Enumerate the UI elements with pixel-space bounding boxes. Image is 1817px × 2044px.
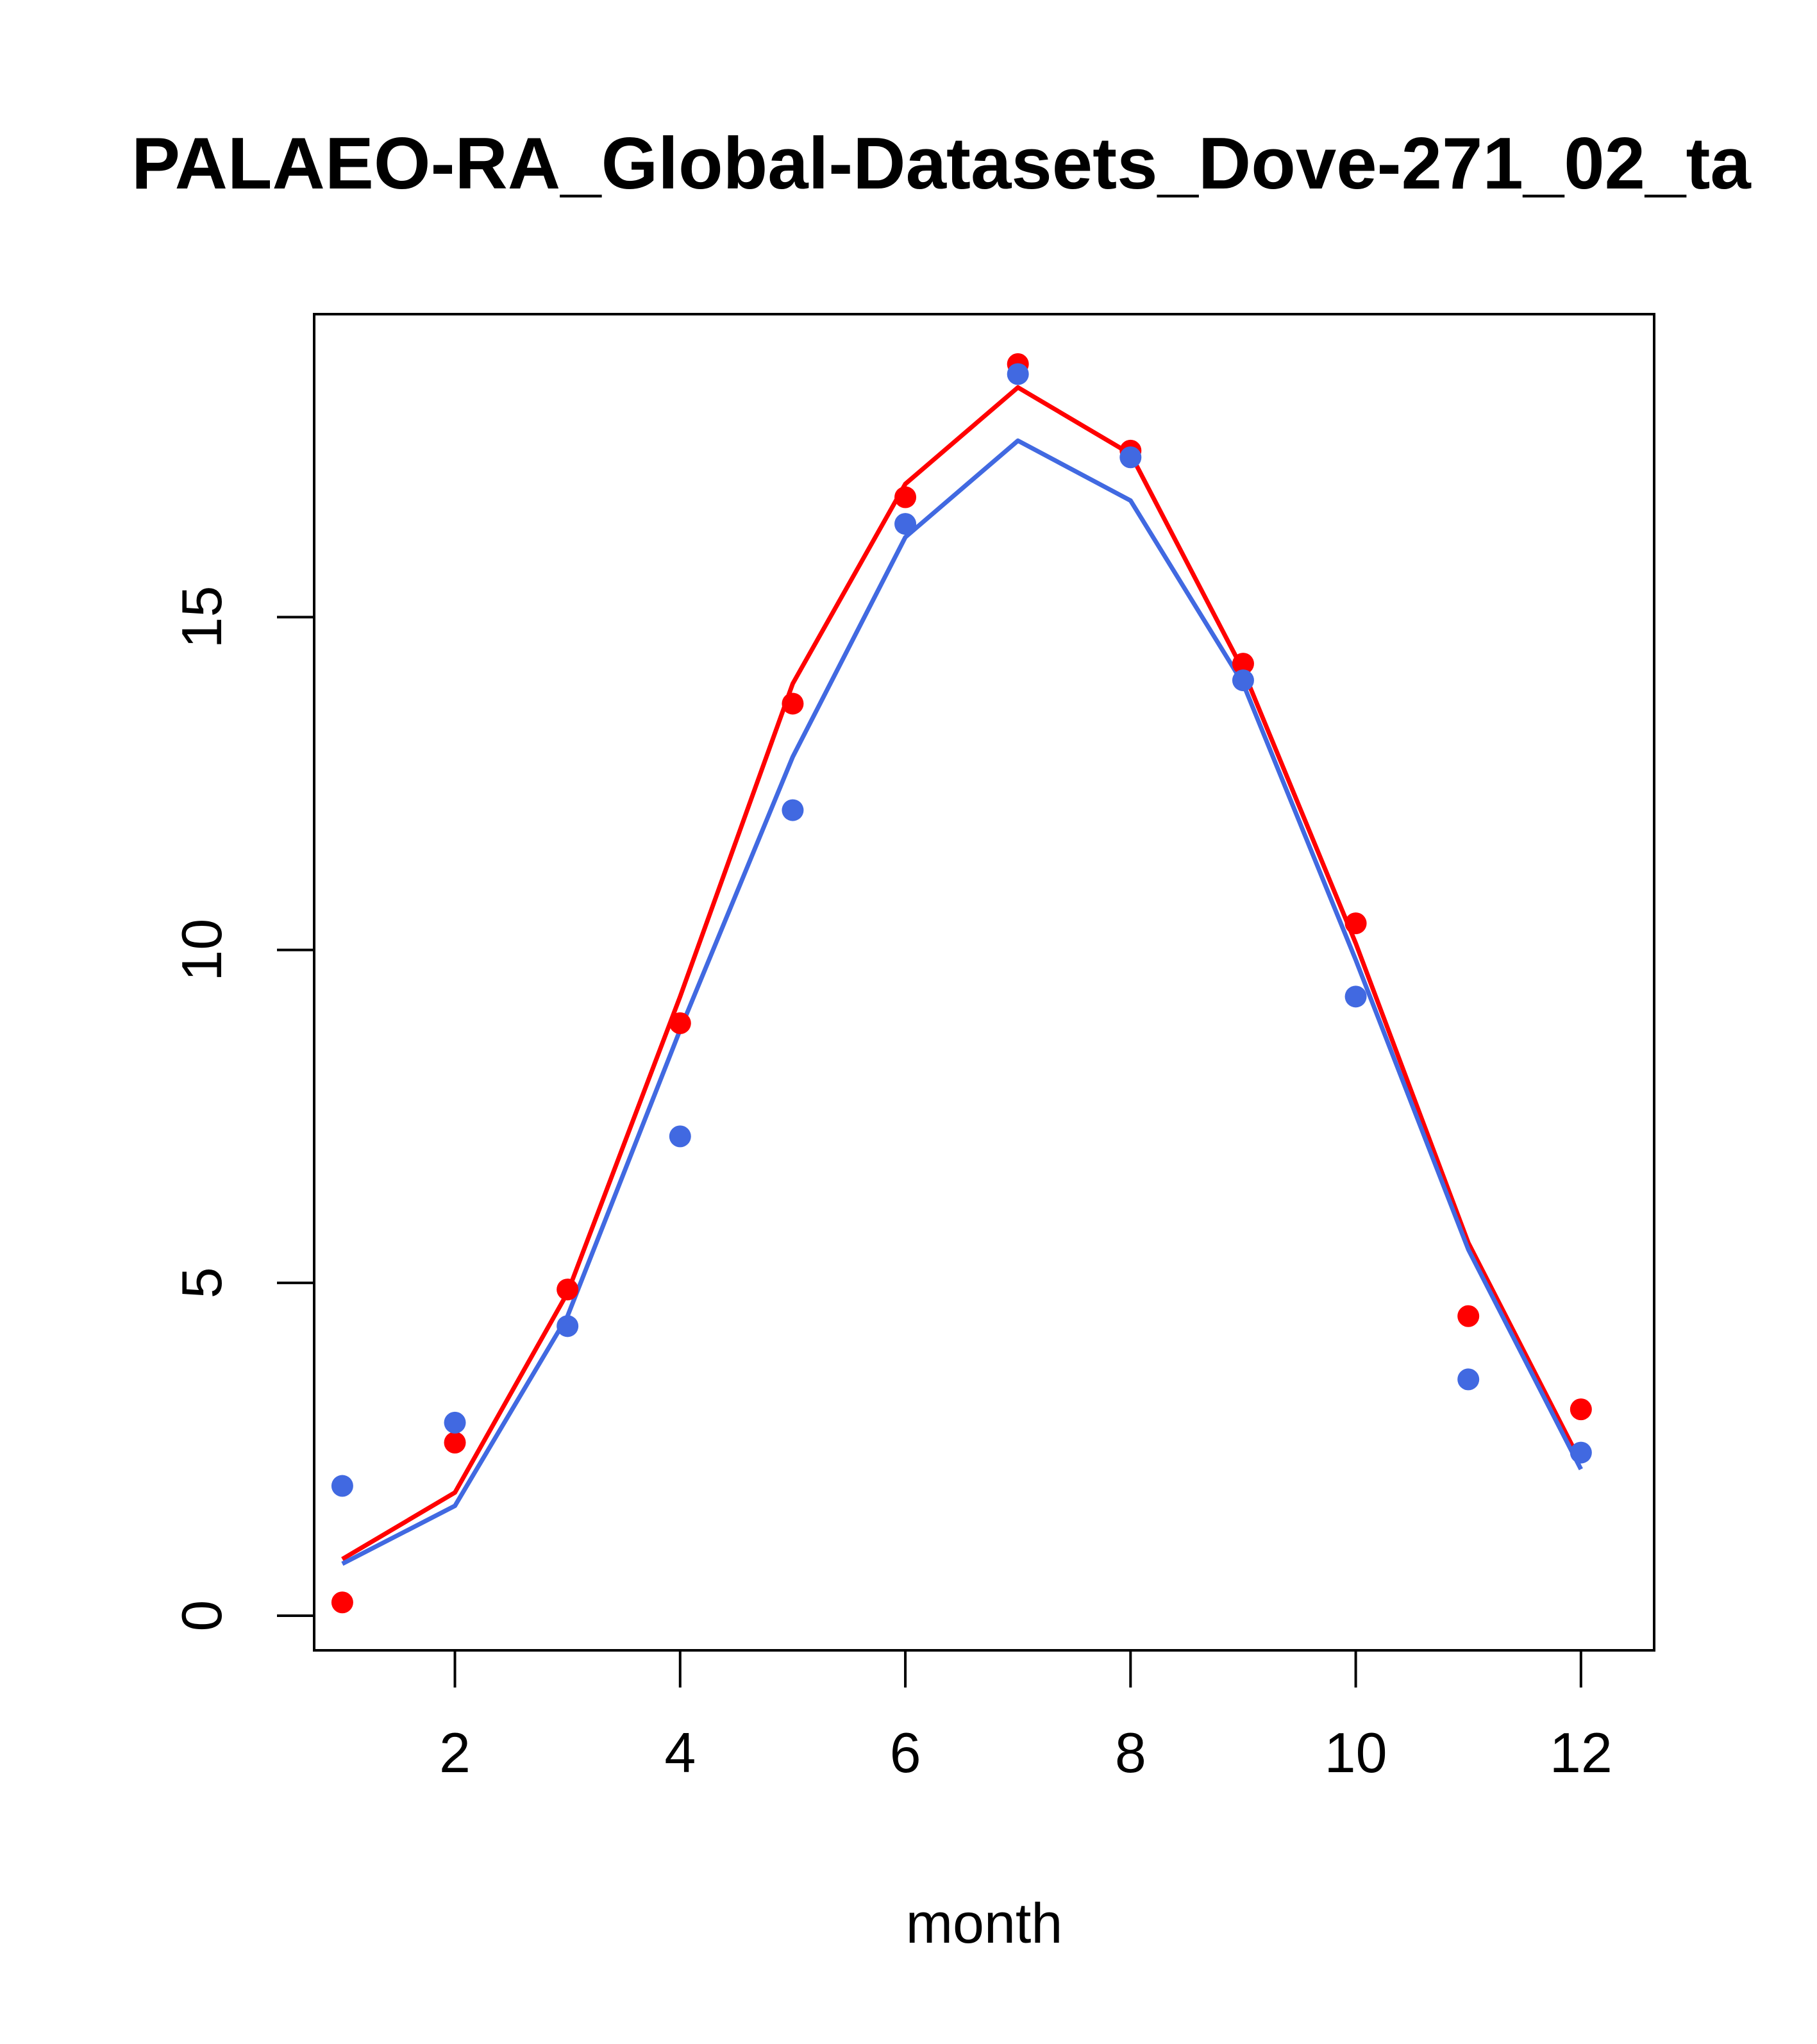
series-1-point — [1344, 912, 1367, 935]
x-tick-label: 8 — [1115, 1721, 1146, 1784]
series-1-line — [341, 385, 1583, 1561]
y-axis: 0 5 10 15 — [170, 586, 315, 1632]
series-1-point — [1457, 1305, 1480, 1327]
series-1-point — [1570, 1398, 1592, 1421]
y-tick-label: 10 — [170, 919, 233, 982]
series-2-point — [1570, 1441, 1592, 1464]
x-tick-label: 2 — [439, 1721, 471, 1784]
x-tick-label: 10 — [1325, 1721, 1387, 1784]
y-tick-label: 0 — [170, 1600, 233, 1632]
series-1-point — [557, 1278, 579, 1301]
series-1-point — [894, 486, 917, 508]
series-1-point — [782, 692, 804, 715]
series-2-point — [331, 1475, 353, 1497]
series-2-line — [341, 438, 1583, 1566]
series-2-point — [557, 1315, 579, 1337]
series-2-point — [894, 513, 917, 535]
x-axis: 2 4 6 8 10 12 — [439, 1649, 1612, 1784]
plot-frame — [313, 313, 1655, 1652]
chart-title: PALAEO-RA_Global-Datasets_Dove-271_02_ta — [131, 123, 1752, 205]
series-2-point — [1119, 446, 1142, 469]
x-tick-label: 4 — [664, 1721, 696, 1784]
series-1-point — [669, 1012, 691, 1034]
x-tick-label: 12 — [1550, 1721, 1612, 1784]
series-1-point — [331, 1591, 353, 1614]
x-tick-label: 6 — [890, 1721, 921, 1784]
y-tick-label: 5 — [170, 1267, 233, 1298]
series-layer — [331, 353, 1592, 1614]
series-2-point — [782, 799, 804, 821]
series-2-point — [444, 1411, 466, 1434]
series-2-point — [669, 1125, 691, 1148]
series-2-point — [1344, 985, 1367, 1008]
series-1-point — [444, 1432, 466, 1454]
x-axis-label: month — [906, 1891, 1063, 1955]
series-2-point — [1007, 363, 1029, 385]
y-tick-label: 15 — [170, 586, 233, 649]
series-1-point — [1232, 653, 1254, 675]
series-2-point — [1232, 669, 1254, 692]
series-2-point — [1457, 1368, 1480, 1391]
